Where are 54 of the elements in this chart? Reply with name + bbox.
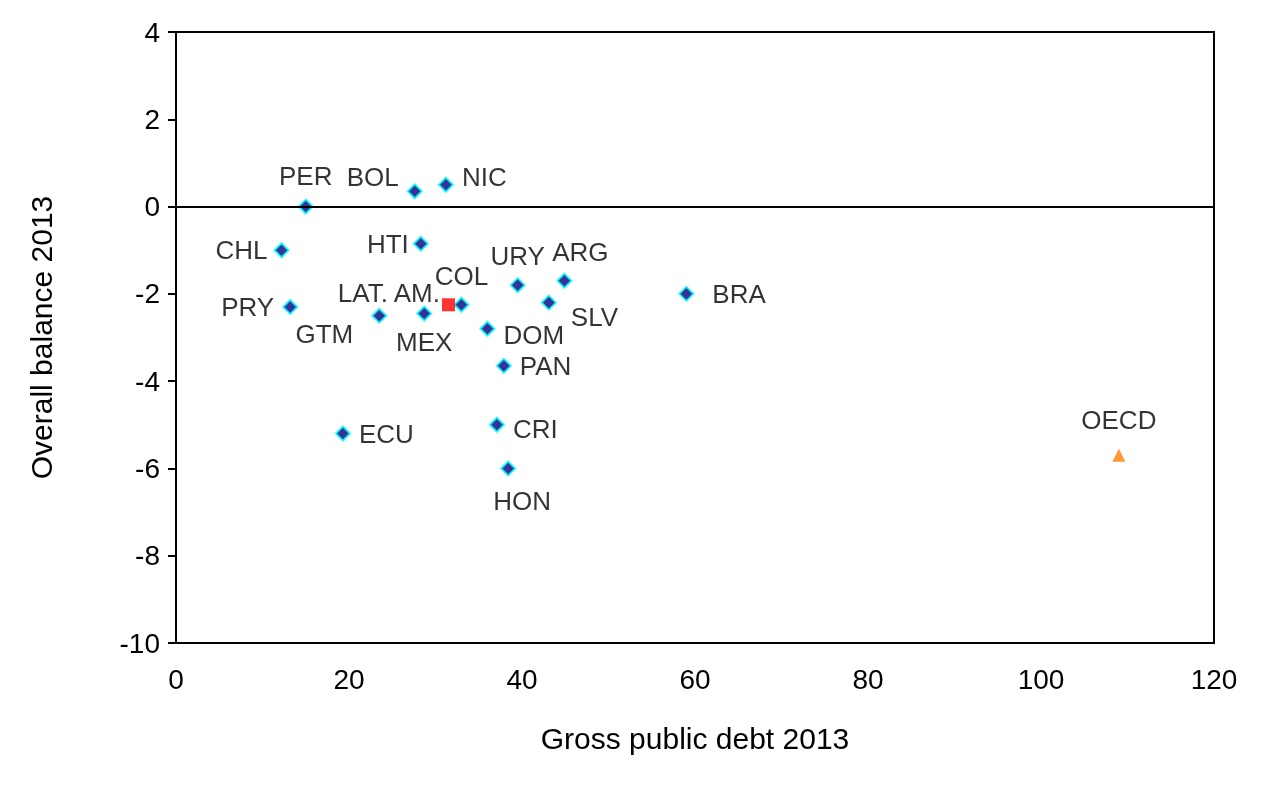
point — [495, 357, 512, 374]
x-tick-label: 20 — [333, 663, 365, 695]
x-tick-label: 80 — [852, 663, 884, 695]
point — [1112, 448, 1126, 462]
data-label: PRY — [221, 291, 275, 322]
data-label: NIC — [461, 161, 507, 192]
point — [556, 272, 573, 289]
y-tick-label: -4 — [135, 365, 160, 397]
y-tick-label: -8 — [135, 540, 160, 572]
point — [453, 296, 470, 313]
data-label: GTM — [295, 318, 354, 349]
x-tick-label: 0 — [168, 663, 184, 695]
y-tick-label: -6 — [135, 452, 160, 484]
data-label: DOM — [503, 319, 565, 350]
data-label: OECD — [1081, 404, 1157, 435]
point — [441, 298, 455, 312]
data-label: CRI — [512, 413, 558, 444]
data-label: PER — [279, 160, 333, 191]
point — [371, 307, 388, 324]
y-tick-label: -2 — [135, 278, 160, 310]
point — [488, 416, 505, 433]
point — [437, 176, 454, 193]
y-axis-title: Overall balance 2013 — [24, 195, 58, 480]
point — [509, 277, 526, 294]
x-tick-label: 60 — [679, 663, 711, 695]
point — [412, 235, 429, 252]
point — [540, 294, 557, 311]
data-label: SLV — [570, 301, 619, 332]
data-label: MEX — [396, 327, 453, 358]
data-label: HTI — [366, 228, 409, 259]
y-tick-label: 4 — [144, 16, 160, 48]
data-label: PAN — [519, 350, 572, 381]
x-tick-label: 100 — [1017, 663, 1065, 695]
x-axis-title: Gross public debt 2013 — [540, 721, 850, 755]
data-label: ECU — [358, 418, 414, 449]
y-tick-label: 0 — [144, 191, 160, 223]
data-label: URY — [490, 241, 545, 272]
data-label: BOL — [346, 162, 399, 193]
point — [479, 320, 496, 337]
x-tick-label: 40 — [506, 663, 538, 695]
point — [406, 183, 423, 200]
data-label: ARG — [552, 236, 609, 267]
point — [334, 425, 351, 442]
y-tick-label: 2 — [144, 103, 160, 135]
point — [282, 298, 299, 315]
data-label: HON — [493, 486, 552, 517]
data-label: BRA — [712, 278, 767, 309]
data-label: CHL — [215, 235, 268, 266]
y-tick-label: -10 — [119, 627, 160, 659]
point — [273, 242, 290, 259]
point — [416, 305, 433, 322]
point — [500, 460, 517, 477]
point — [678, 285, 695, 302]
x-tick-label: 120 — [1190, 663, 1238, 695]
